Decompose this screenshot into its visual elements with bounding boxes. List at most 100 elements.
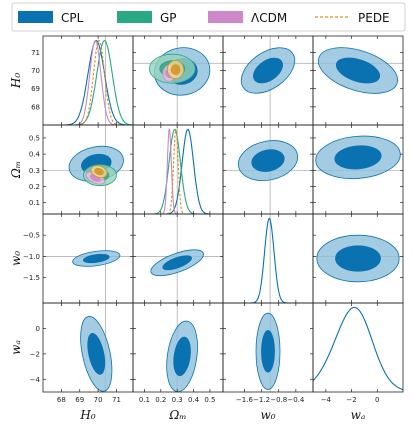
panel-content [223, 125, 313, 214]
x-tick-label: 0.5 [204, 396, 215, 404]
y-tick-label: −1.0 [23, 253, 40, 261]
panel-Om-H0 [42, 124, 134, 215]
x-axis-label-wa: wₐ [351, 408, 366, 422]
panel-wa-H0 [42, 302, 134, 393]
x-tick-label: 0.1 [139, 396, 150, 404]
x-tick-label: −4 [321, 396, 332, 404]
y-axis-label-H0: H₀ [9, 73, 23, 89]
panel-w0-Om [132, 213, 224, 304]
legend-label-3: PEDE [358, 11, 390, 25]
panel-content [313, 234, 403, 283]
y-axis-label-Om: Ωₘ [9, 161, 23, 179]
y-tick-label: −0.5 [23, 232, 40, 240]
panel-content [43, 214, 133, 303]
x-axis-label-H0: H₀ [79, 408, 95, 422]
panel-content [133, 36, 223, 125]
contour-inner-CPL [162, 255, 192, 271]
marginal-CPL [313, 306, 403, 391]
x-tick-label: −1.6 [236, 396, 254, 404]
panel-Om-wa [312, 124, 404, 215]
legend-label-2: ΛCDM [251, 11, 287, 25]
y-tick-label: 0.3 [29, 167, 40, 175]
x-tick-label: 70 [94, 396, 103, 404]
panel-content [255, 303, 281, 392]
contour-inner-CPL [87, 332, 106, 375]
panel-content [313, 306, 403, 391]
panel-H0-Om [132, 35, 224, 126]
y-tick-label: 0.1 [29, 199, 40, 207]
contour-inner-PEDE [94, 167, 104, 176]
marginal-GP [43, 39, 133, 125]
legend-swatch-2 [208, 11, 243, 23]
panel-frame [222, 213, 314, 304]
y-tick-label: 70 [31, 67, 40, 75]
x-axis-label-Om: Ωₘ [168, 408, 186, 422]
contour-inner-CPL [253, 57, 283, 84]
contour-inner-CPL [334, 145, 382, 170]
panel-wa-Om [132, 302, 224, 393]
panel-H0-wa [312, 35, 404, 126]
legend-label-1: GP [160, 11, 177, 25]
y-axis-label-wa: wₐ [9, 340, 23, 355]
marginal-ΛCDM [43, 39, 133, 125]
legend-swatch-1 [117, 11, 152, 23]
contour-inner-CPL [82, 253, 110, 264]
x-tick-label: −0.8 [270, 396, 287, 404]
x-axis-label-w0: w₀ [260, 408, 275, 422]
y-tick-label: −1.5 [23, 274, 40, 282]
panel-content [166, 303, 198, 392]
y-tick-label: 0.5 [29, 134, 40, 142]
legend: CPL GP ΛCDM PEDE [11, 2, 406, 32]
contour-inner-CPL [261, 330, 275, 373]
y-tick-label: 71 [31, 49, 40, 57]
contour-inner-CPL [335, 245, 381, 272]
x-tick-label: 0 [375, 396, 379, 404]
panel-content [80, 303, 113, 392]
y-axis-label-w0: w₀ [9, 251, 23, 266]
panel-wa-w0 [222, 302, 314, 393]
panel-w0-w0 [222, 213, 314, 304]
panel-Om-Om [132, 124, 224, 215]
x-tick-label: 71 [112, 396, 121, 404]
y-tick-label: 68 [31, 103, 40, 111]
contour-inner-CPL [173, 336, 191, 377]
x-tick-label: 0.4 [188, 396, 200, 404]
panel-w0-wa [312, 213, 404, 304]
marginal-CPL [43, 39, 133, 125]
marginal-CPL [223, 217, 313, 303]
legend-swatch-0 [18, 11, 53, 23]
marginal-PEDE [43, 39, 133, 125]
x-tick-label: −1.2 [253, 396, 270, 404]
x-tick-label: 0.3 [172, 396, 183, 404]
contour-inner-CPL [335, 57, 381, 84]
contour-inner-CPL [251, 149, 285, 172]
panels [42, 35, 404, 393]
y-tick-label: −4 [30, 376, 41, 384]
y-tick-label: 69 [31, 85, 40, 93]
panel-content [133, 125, 223, 214]
panel-H0-w0 [222, 35, 314, 126]
panel-content [223, 214, 313, 303]
y-tick-label: 0.2 [29, 183, 40, 191]
panel-content [313, 47, 403, 94]
y-tick-label: −2 [30, 350, 40, 358]
x-tick-label: −0.4 [287, 396, 305, 404]
panel-content [43, 36, 133, 125]
x-tick-label: 69 [75, 396, 84, 404]
y-tick-label: 0.4 [29, 151, 41, 159]
x-tick-label: −2 [346, 396, 356, 404]
panel-content [223, 36, 313, 125]
panel-content [43, 125, 133, 214]
y-tick-label: 0 [36, 325, 40, 333]
panel-Om-w0 [222, 124, 314, 215]
panel-w0-H0 [42, 213, 134, 304]
x-tick-label: 68 [57, 396, 66, 404]
marginal-GP [133, 128, 223, 214]
contour-inner-PEDE [170, 64, 181, 75]
x-tick-label: 0.2 [155, 396, 166, 404]
panel-content [313, 135, 403, 180]
panel-content [133, 214, 223, 303]
legend-label-0: CPL [61, 11, 84, 25]
